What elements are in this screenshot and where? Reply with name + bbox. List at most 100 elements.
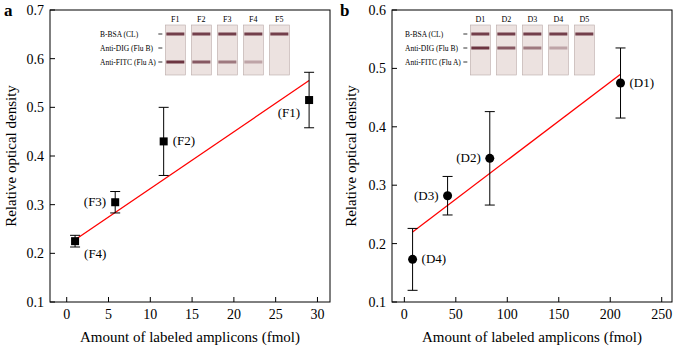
- error-bar: [408, 228, 418, 290]
- strip-line-dash: [463, 48, 467, 49]
- y-tick-label: 0.1: [27, 295, 45, 310]
- x-tick-label: 20: [227, 307, 241, 322]
- strip-label: D3: [527, 15, 537, 24]
- y-tick: [392, 185, 397, 186]
- test-band: [549, 47, 567, 50]
- test-band: [244, 61, 262, 64]
- figure: 0510152025300.10.20.30.40.50.60.7Amount …: [0, 0, 685, 350]
- x-tick: [455, 297, 456, 302]
- x-tick-label: 250: [651, 307, 672, 322]
- error-bar: [443, 176, 453, 215]
- y-tick-label: 0.7: [27, 3, 45, 18]
- y-tick-label: 0.6: [369, 3, 387, 18]
- y-tick: [50, 156, 55, 157]
- x-tick-label: 50: [449, 307, 463, 322]
- y-tick: [50, 58, 55, 59]
- y-tick-label: 0.1: [369, 295, 387, 310]
- error-bar: [159, 107, 169, 175]
- control-band: [270, 33, 288, 36]
- plot-frame: [50, 10, 330, 302]
- strip-line-label: Anti-DIG (Flu B): [100, 44, 153, 53]
- test-band: [166, 61, 184, 64]
- control-band: [497, 33, 515, 36]
- control-band: [549, 33, 567, 36]
- y-tick-label: 0.2: [27, 246, 45, 261]
- error-bar: [485, 112, 495, 205]
- strip: [191, 25, 211, 75]
- y-tick-label: 0.3: [27, 198, 45, 213]
- strip-label: F3: [223, 15, 231, 24]
- control-band: [523, 33, 541, 36]
- fit-line: [75, 81, 309, 240]
- strip-label: D4: [553, 15, 563, 24]
- y-tick: [392, 243, 397, 244]
- error-bar-cap: [408, 290, 418, 291]
- error-bar-cap: [485, 205, 495, 206]
- control-band: [575, 33, 593, 36]
- marks: [408, 48, 626, 290]
- strip-line-dash: [158, 62, 162, 63]
- test-band: [497, 47, 515, 50]
- error-bar: [616, 48, 626, 118]
- y-tick-label: 0.2: [369, 237, 387, 252]
- point-label: (F3): [84, 194, 106, 209]
- strip: [217, 25, 237, 75]
- error-bar-cap: [304, 72, 314, 73]
- y-tick-label: 0.3: [369, 178, 387, 193]
- x-tick: [108, 297, 109, 302]
- strip-label: F1: [171, 15, 179, 24]
- control-band: [218, 33, 236, 36]
- x-tick-label: 150: [548, 307, 569, 322]
- error-bar-cap: [616, 47, 626, 48]
- error-bar-cap: [159, 107, 169, 108]
- y-tick-label: 0.6: [27, 52, 45, 67]
- y-tick: [392, 68, 397, 69]
- error-bar-cap: [408, 228, 418, 229]
- x-axis-title: Amount of labeled amplicons (fmol): [422, 329, 642, 346]
- strip: [574, 25, 594, 75]
- strip: [269, 25, 289, 75]
- x-tick-label: 15: [185, 307, 199, 322]
- x-tick: [192, 297, 193, 302]
- x-tick: [275, 297, 276, 302]
- strip: [522, 25, 542, 75]
- strip-line-dash: [158, 34, 162, 35]
- x-tick: [317, 297, 318, 302]
- strip-inset: B-BSA (CL)Anti-DIG (Flu B)Anti-FITC (Flu…: [100, 15, 289, 75]
- error-bar: [304, 72, 314, 127]
- test-band: [218, 61, 236, 64]
- x-tick: [610, 297, 611, 302]
- strip-line-dash: [463, 34, 467, 35]
- test-band: [523, 47, 541, 50]
- point-label: (D1): [630, 75, 655, 90]
- control-band: [471, 33, 489, 36]
- y-tick: [50, 10, 55, 11]
- strip-label: D2: [501, 15, 511, 24]
- strip-line-dash: [463, 62, 467, 63]
- x-tick-label: 30: [310, 307, 324, 322]
- control-band: [166, 33, 184, 36]
- error-bar-cap: [159, 175, 169, 176]
- strip-inset: B-BSA (CL)Anti-DIG (Flu B)Anti-FITC (Flu…: [405, 15, 594, 75]
- y-tick-label: 0.5: [369, 61, 387, 76]
- point-label: (F1): [278, 105, 300, 120]
- y-axis-title: Relative optical density: [343, 85, 359, 227]
- y-tick: [392, 10, 397, 11]
- y-tick: [392, 126, 397, 127]
- x-tick-label: 10: [143, 307, 157, 322]
- x-tick-label: 25: [269, 307, 283, 322]
- y-tick: [50, 253, 55, 254]
- y-tick: [50, 107, 55, 108]
- point: [616, 79, 625, 88]
- y-tick: [392, 302, 397, 303]
- strip-line-label: Anti-FITC (Flu A): [405, 58, 461, 67]
- y-axis-title: Relative optical density: [3, 85, 19, 227]
- strip: [165, 25, 185, 75]
- x-tick-label: 0: [401, 307, 408, 322]
- point-labels: (D4)(D3)(D2)(D1): [414, 75, 654, 266]
- error-bar-cap: [485, 111, 495, 112]
- panel-letter: a: [4, 1, 13, 20]
- error-bar-cap: [443, 214, 453, 215]
- x-tick-label: 0: [63, 307, 70, 322]
- x-tick: [507, 297, 508, 302]
